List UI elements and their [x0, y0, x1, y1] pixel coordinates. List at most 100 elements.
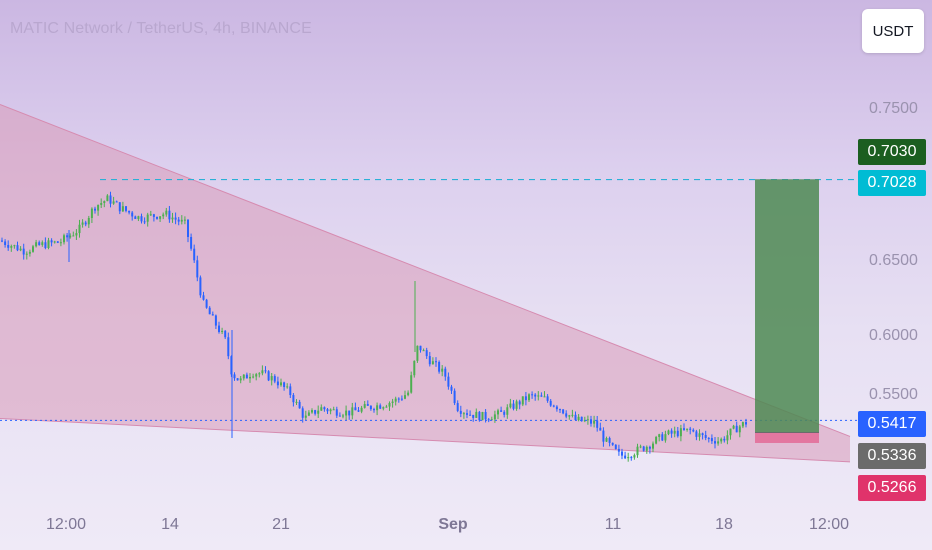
- candle-body: [413, 360, 416, 376]
- candle-body: [103, 201, 106, 204]
- candle-body: [462, 413, 465, 415]
- candle-body: [363, 404, 366, 408]
- candle-body: [301, 408, 304, 418]
- candle-body: [221, 330, 224, 332]
- candle-body: [149, 214, 152, 216]
- candle-body: [360, 407, 363, 412]
- candle-body: [196, 260, 199, 278]
- candle-body: [159, 216, 162, 219]
- candle-body: [202, 295, 205, 300]
- candle-body: [307, 412, 310, 416]
- candle-body: [602, 430, 605, 442]
- candle-body: [13, 245, 16, 247]
- x-tick-label: Sep: [438, 516, 468, 533]
- candle-body: [738, 426, 741, 433]
- candle-body: [500, 410, 503, 412]
- candle-body: [735, 425, 738, 433]
- candle-body: [242, 374, 245, 379]
- candle-body: [115, 201, 118, 203]
- candle-body: [121, 206, 124, 212]
- candle-body: [137, 216, 140, 219]
- candle-body: [698, 433, 701, 437]
- candle-body: [621, 451, 623, 456]
- candle-body: [717, 441, 720, 444]
- y-tick-label: 0.6000: [869, 327, 918, 344]
- candle-body: [407, 392, 410, 396]
- candle-body: [642, 446, 645, 451]
- candle-body: [230, 356, 233, 375]
- currency-button[interactable]: USDT: [862, 9, 924, 53]
- candle-body: [94, 208, 96, 211]
- candle-body: [670, 430, 673, 434]
- candle-body: [707, 437, 710, 439]
- x-tick-label: 18: [715, 516, 733, 533]
- candle-body: [78, 224, 81, 234]
- candle-body: [447, 376, 450, 387]
- candle-body: [453, 390, 456, 404]
- candle-body: [211, 314, 214, 316]
- candle-body: [187, 219, 189, 237]
- candle-body: [156, 216, 158, 219]
- candle-body: [624, 455, 627, 459]
- candle-body: [391, 401, 394, 403]
- wedge-lower-line: [0, 417, 851, 463]
- candle-body: [676, 430, 679, 437]
- candle-body: [10, 246, 13, 248]
- candle-body: [354, 407, 357, 411]
- candle-body: [484, 411, 487, 420]
- candle-body: [41, 242, 44, 245]
- candle-body: [100, 203, 103, 205]
- candle-body: [636, 446, 639, 456]
- wedge-upper-line: [0, 104, 851, 437]
- y-tick-label: 0.6500: [869, 252, 918, 269]
- candle-body: [335, 409, 338, 416]
- candle-body: [416, 345, 419, 361]
- resistance-price-tag: 0.7028: [858, 170, 926, 196]
- candle-body: [614, 444, 617, 449]
- candle-body: [87, 217, 90, 225]
- candle-body: [568, 415, 571, 417]
- candle-body: [633, 455, 636, 458]
- stop-loss-zone: [755, 432, 819, 443]
- candle-body: [404, 395, 406, 399]
- x-tick-label: 21: [272, 516, 290, 533]
- candle-body: [428, 356, 431, 365]
- entry-price-tag: 0.5336: [858, 443, 926, 469]
- stop-price-tag: 0.5266: [858, 475, 926, 501]
- y-tick-label: 0.7500: [869, 100, 918, 117]
- candle-body: [456, 403, 459, 411]
- candle-body: [233, 374, 236, 379]
- candle-body: [648, 446, 651, 449]
- candle-body: [146, 214, 149, 222]
- candle-body: [695, 431, 698, 437]
- candle-body: [171, 217, 174, 220]
- candle-body: [81, 222, 84, 225]
- candle-body: [47, 240, 50, 249]
- candle-body: [608, 438, 611, 443]
- candle-body: [683, 428, 685, 430]
- candle-body: [143, 221, 146, 223]
- candle-body: [419, 345, 422, 351]
- candle-body: [379, 405, 382, 409]
- candle-body: [497, 410, 499, 415]
- candle-body: [255, 374, 258, 377]
- candle-body: [131, 212, 134, 217]
- candle-body: [639, 446, 642, 448]
- candle-body: [264, 370, 267, 372]
- candle-body: [658, 434, 661, 438]
- candle-body: [565, 413, 568, 417]
- candle-body: [22, 248, 25, 255]
- candle-body: [732, 425, 735, 429]
- candle-body: [627, 457, 630, 459]
- candle-body: [224, 330, 227, 338]
- candle-layer: [1, 191, 747, 462]
- candle-body: [745, 422, 747, 425]
- candle-body: [236, 378, 239, 381]
- candle-body: [317, 410, 320, 414]
- candle-body: [664, 434, 667, 441]
- candle-body: [586, 419, 589, 421]
- candle-body: [369, 405, 372, 410]
- candle-body: [487, 419, 490, 421]
